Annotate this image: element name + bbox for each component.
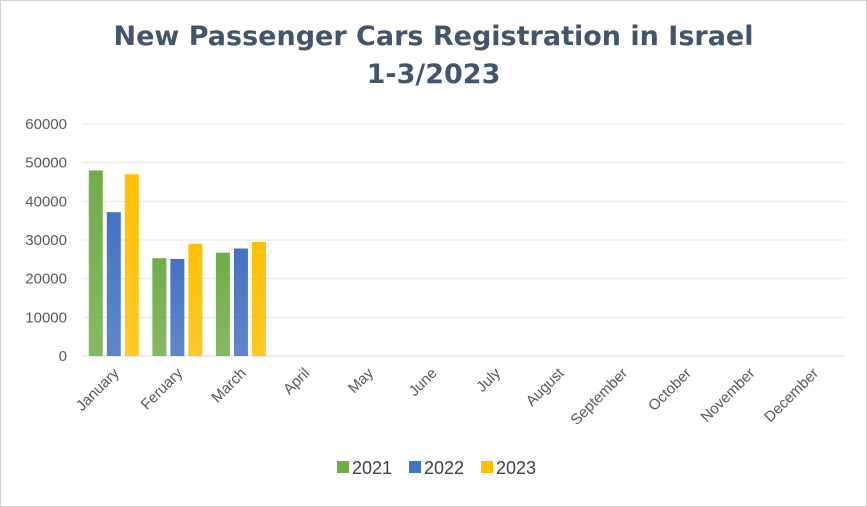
x-tick-label: July [473,364,504,395]
chart-title-line-2: 1-3/2023 [366,59,501,90]
x-tick-label: September [567,365,631,429]
x-tick-label: June [406,365,441,400]
x-axis-ticks: January Feruary March April May June July Augus… [73,364,822,428]
bar-march-2022 [233,248,248,356]
x-tick-label: December [761,365,822,426]
bar-january-2022 [106,212,121,356]
y-tick-label: 0 [59,348,67,365]
x-tick-label: March [208,365,249,406]
bar-march-2021 [215,252,230,356]
x-tick-label: August [523,364,569,410]
legend-label-2023: 2023 [496,458,536,478]
x-tick-label: May [345,364,377,396]
legend-swatch-2023 [481,461,493,473]
chart-title-line-1: New Passenger Cars Registration in Israe… [113,21,754,52]
legend-label-2021: 2021 [352,458,392,478]
bar-feruary-2023 [188,243,203,356]
y-tick-label: 30000 [25,232,67,249]
bar-feruary-2022 [170,258,185,356]
y-tick-label: 60000 [25,116,67,133]
bar-january-2023 [124,174,139,356]
y-tick-label: 20000 [25,271,67,288]
bar-january-2021 [88,170,103,356]
legend-swatch-2021 [337,461,349,473]
x-tick-label: January [73,364,123,414]
legend: 2021 2022 2023 [337,458,536,478]
y-tick-label: 50000 [25,155,67,172]
y-tick-label: 40000 [25,193,67,210]
y-tick-label: 10000 [25,309,67,326]
gridlines [82,123,845,357]
x-tick-label: November [697,365,758,426]
bar-feruary-2021 [152,258,167,356]
y-axis-ticks: 0 10000 20000 30000 40000 50000 60000 [25,116,67,365]
bars [88,170,266,356]
x-tick-label: October [645,365,695,415]
bar-march-2023 [251,241,266,356]
legend-swatch-2022 [409,461,421,473]
x-tick-label: Feruary [138,364,187,413]
legend-label-2022: 2022 [424,458,464,478]
x-tick-label: April [280,365,313,398]
chart-title: New Passenger Cars Registration in Israe… [0,18,867,94]
